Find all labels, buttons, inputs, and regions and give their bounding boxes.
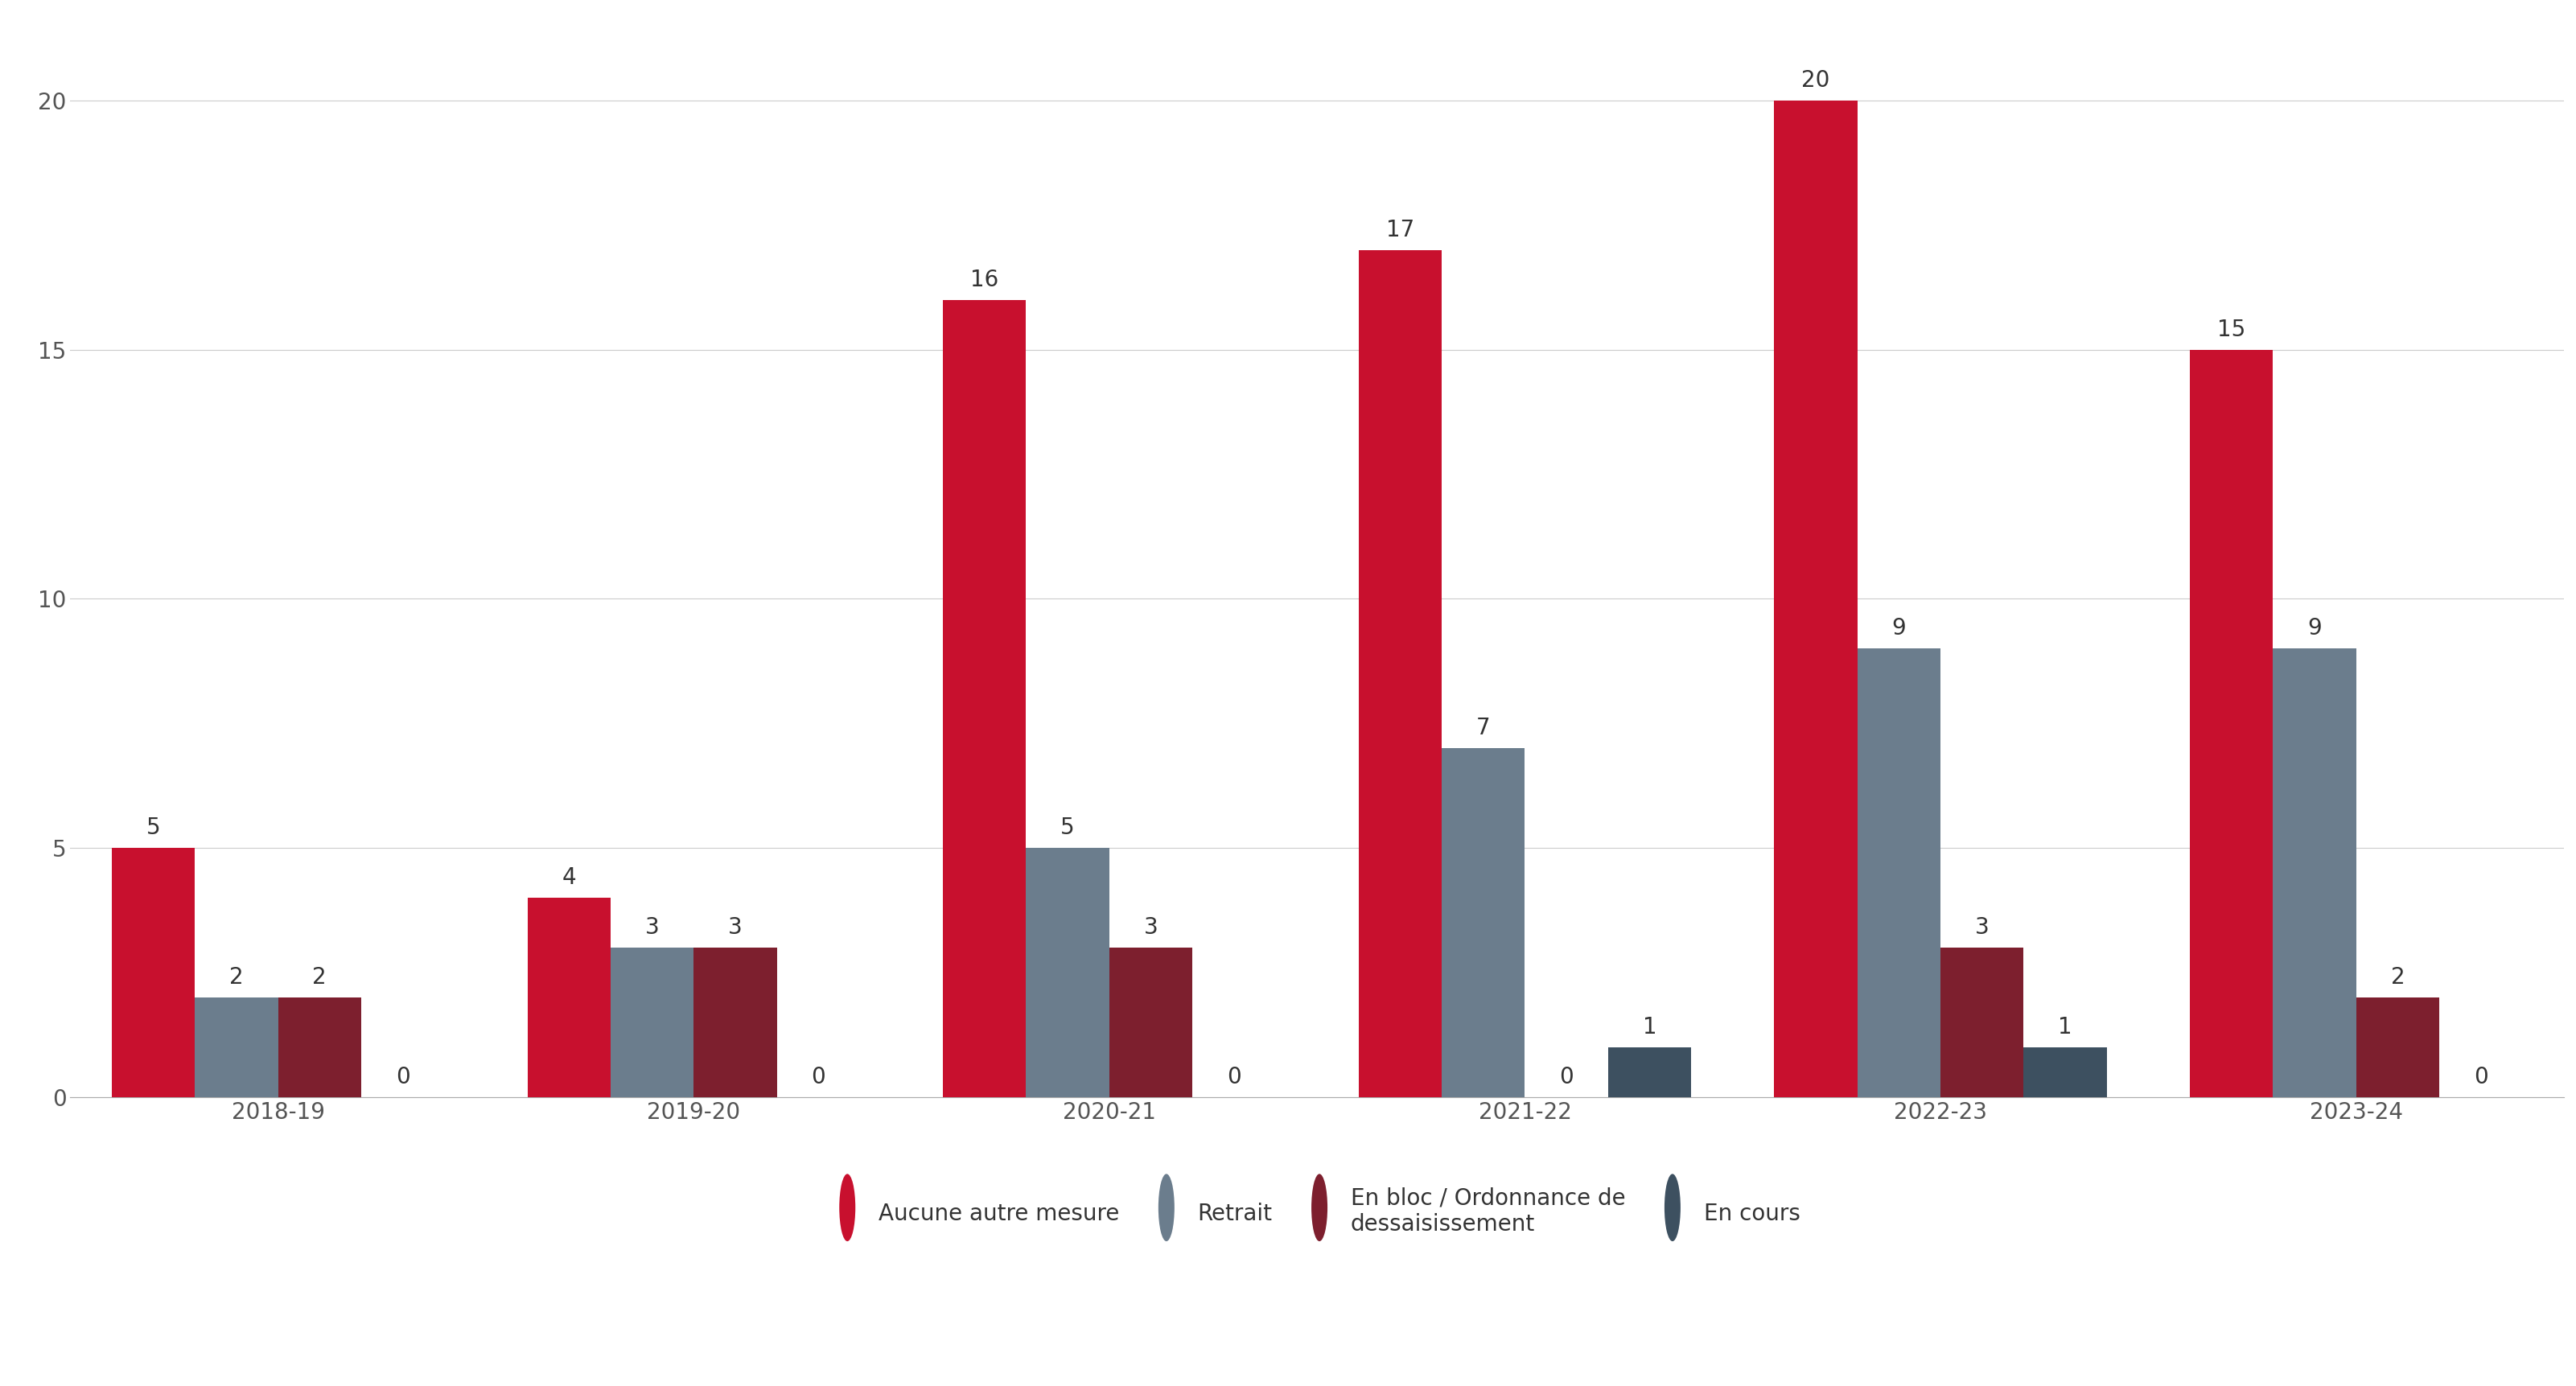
Text: 3: 3 [1976, 916, 1989, 938]
Bar [278, 998, 361, 1098]
Text: 0: 0 [2473, 1066, 2488, 1088]
Text: 0: 0 [397, 1066, 410, 1088]
Bar [1940, 948, 2025, 1098]
Text: 3: 3 [729, 916, 742, 938]
Bar [1607, 1048, 1690, 1098]
Bar [1025, 848, 1110, 1098]
Bar [111, 848, 196, 1098]
Legend: Aucune autre mesure, Retrait, En bloc / Ordonnance de
dessaisissement, En cours: Aucune autre mesure, Retrait, En bloc / … [835, 1188, 1801, 1236]
Bar [2190, 349, 2272, 1098]
Text: 0: 0 [811, 1066, 824, 1088]
Bar [2025, 1048, 2107, 1098]
Bar [1358, 249, 1443, 1098]
Text: 2: 2 [312, 966, 327, 988]
Text: 5: 5 [147, 816, 160, 839]
Text: 2: 2 [2391, 966, 2406, 988]
Bar [2357, 998, 2439, 1098]
Text: 2: 2 [229, 966, 245, 988]
Text: 17: 17 [1386, 219, 1414, 241]
Text: 15: 15 [2218, 319, 2246, 341]
Text: 0: 0 [1226, 1066, 1242, 1088]
Text: 9: 9 [2308, 617, 2321, 640]
Bar [196, 998, 278, 1098]
Bar [943, 299, 1025, 1098]
Text: 3: 3 [644, 916, 659, 938]
Bar [1857, 649, 1940, 1098]
Bar [528, 898, 611, 1098]
Text: 9: 9 [1891, 617, 1906, 640]
Text: 20: 20 [1801, 69, 1829, 91]
Text: 1: 1 [1643, 1016, 1656, 1038]
Bar [1775, 101, 1857, 1098]
Bar [693, 948, 778, 1098]
Bar [611, 948, 693, 1098]
Text: 0: 0 [1558, 1066, 1574, 1088]
Text: 4: 4 [562, 866, 577, 888]
Bar [1110, 948, 1193, 1098]
Text: 3: 3 [1144, 916, 1159, 938]
Text: 5: 5 [1061, 816, 1074, 839]
Text: 1: 1 [2058, 1016, 2071, 1038]
Text: 16: 16 [971, 269, 999, 291]
Text: 7: 7 [1476, 717, 1492, 739]
Bar [2272, 649, 2357, 1098]
Bar [1443, 748, 1525, 1098]
